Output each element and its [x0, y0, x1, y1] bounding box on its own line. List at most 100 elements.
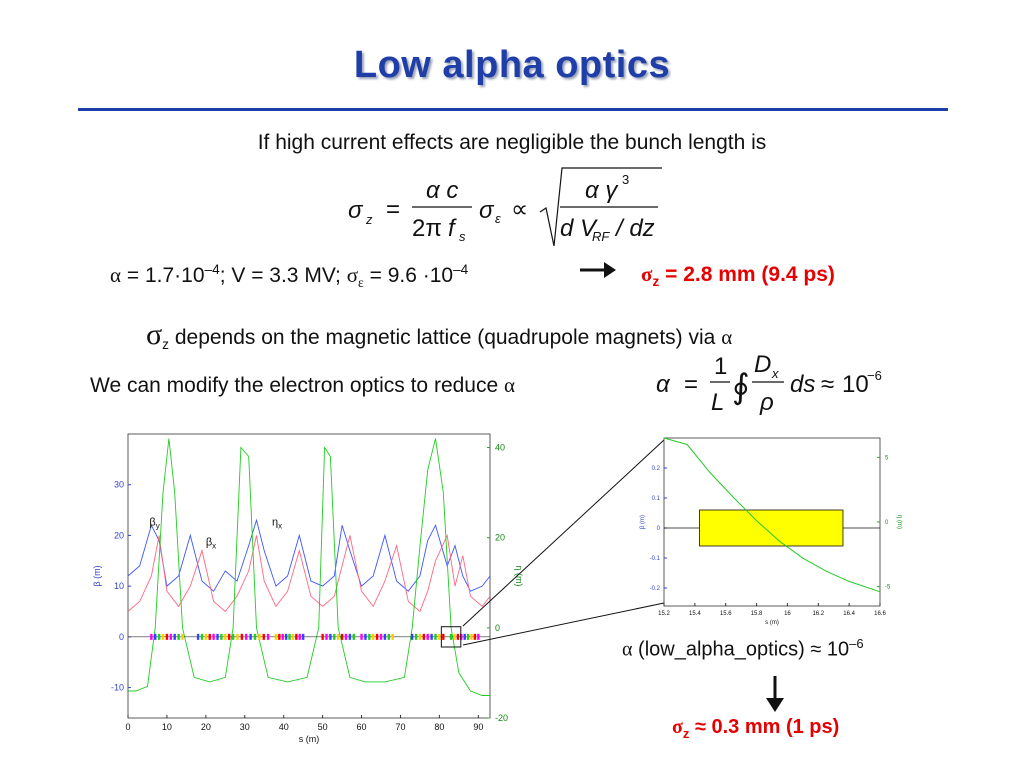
x-tick-label: 40 — [279, 722, 289, 732]
lattice-element — [375, 633, 379, 640]
lattice-element — [298, 633, 301, 640]
f2-ten: 10 — [842, 371, 869, 398]
f2-ds: ds — [790, 371, 815, 398]
f2-alpha: α — [656, 371, 671, 398]
lattice-element — [426, 633, 429, 640]
result-sub-z: z — [652, 274, 660, 290]
lattice-element — [157, 633, 161, 640]
lattice-element — [181, 633, 184, 640]
lattice-element — [173, 633, 176, 640]
formula-numerator: α c — [426, 177, 458, 204]
result-sigma: σ — [641, 262, 653, 286]
lattice-element — [204, 633, 208, 640]
formula-sub-z: z — [365, 212, 373, 227]
y2-tick-label: 0 — [885, 520, 889, 526]
curve-label-subscript: x — [278, 521, 282, 530]
zoom-region-box — [440, 626, 462, 648]
lattice-element — [161, 633, 165, 640]
x-tick-label: 16.4 — [843, 611, 855, 617]
radical-numerator: α γ — [585, 177, 619, 204]
f2-L: L — [711, 389, 724, 416]
lattice-element — [258, 633, 261, 640]
alpha-value: = 1.7·10 — [121, 264, 205, 287]
series-beta-y — [127, 518, 491, 592]
final-sub-z: z — [682, 726, 690, 741]
x-tick-label: 0 — [125, 722, 130, 732]
lattice-element — [154, 633, 157, 640]
lattice-element — [344, 633, 348, 640]
x-tick-label: 30 — [240, 722, 250, 732]
alpha-exponent: –4 — [204, 262, 220, 277]
final-sigma: σ — [672, 716, 683, 738]
x-axis-label: s (m) — [765, 620, 779, 626]
lattice-element — [410, 633, 414, 640]
y-tick-label: 10 — [114, 581, 124, 591]
lattice-element — [442, 633, 445, 640]
sigma-eps-value: = 9.6 ·10 — [363, 264, 454, 287]
lattice-element — [477, 633, 480, 640]
x-axis-label: s (m) — [299, 734, 320, 744]
lattice-element — [329, 633, 332, 640]
x-tick-label: 15.2 — [658, 611, 670, 617]
y2-axis-label: η (m) — [896, 515, 902, 529]
result-value: = 2.8 mm (9.4 ps) — [659, 263, 835, 286]
lattice-element — [463, 633, 466, 640]
x-tick-label: 15.6 — [720, 611, 732, 617]
x-tick-label: 90 — [473, 722, 483, 732]
lattice-element — [177, 633, 180, 640]
modify-text: We can modify the electron optics to red… — [90, 374, 504, 397]
low-alpha-line: α (low_alpha_optics) ≈ 10–6 — [622, 636, 864, 662]
depends-line: σz depends on the magnetic lattice (quad… — [146, 318, 732, 352]
lattice-element — [208, 633, 211, 640]
f2-sub-x: x — [771, 366, 779, 381]
y-tick-label: 20 — [114, 530, 124, 540]
low-alpha-text: (low_alpha_optics) ≈ 10 — [632, 638, 850, 661]
lattice-element — [360, 633, 363, 640]
x-tick-label: 20 — [201, 722, 211, 732]
x-tick-label: 50 — [318, 722, 328, 732]
title-divider — [78, 108, 948, 111]
lattice-element — [228, 633, 231, 640]
formula-equals: = — [386, 196, 400, 223]
lattice-element — [414, 633, 418, 640]
formula-fs: f — [448, 215, 457, 242]
lattice-element — [473, 633, 477, 640]
lattice-element — [200, 633, 204, 640]
radical-sub-rf: RF — [592, 229, 610, 244]
x-tick-label: 16 — [784, 611, 791, 617]
lattice-element — [391, 633, 394, 640]
y2-tick-label: 0 — [495, 623, 500, 633]
y-tick-label: 0.2 — [652, 466, 661, 472]
lattice-element — [301, 633, 305, 640]
momentum-compaction-formula: α = 1 L ∮ D x ρ ds ≈ 10 −6 — [656, 351, 882, 416]
y-tick-label: -0.2 — [650, 586, 661, 592]
lattice-element — [434, 633, 437, 640]
final-bunch-length: σz ≈ 0.3 mm (1 ps) — [672, 716, 839, 741]
epsilon-subscript: ε — [358, 275, 364, 291]
y-tick-label: -10 — [111, 683, 124, 693]
lattice-element — [274, 633, 278, 640]
right-arrow-icon — [580, 262, 616, 278]
lattice-element — [281, 633, 284, 640]
formula-sigma: σ — [348, 197, 364, 224]
series-eta-x — [128, 438, 490, 696]
lattice-optics-chart: 0 10 20 30 40 50 60 70 80 90 -10 0 10 20 30 -20 0 20 40 s (… — [92, 433, 524, 744]
lattice-element — [236, 633, 239, 640]
depends-alpha: α — [721, 325, 733, 349]
lattice-element — [418, 633, 422, 640]
x-tick-label: 16.2 — [812, 611, 824, 617]
curve-label: ηx — [272, 516, 282, 530]
lattice-element — [284, 633, 288, 640]
intro-text: If high current effects are negligible t… — [257, 131, 767, 154]
lattice-element — [387, 633, 390, 640]
down-arrow-icon — [766, 676, 784, 712]
lattice-element — [278, 633, 281, 640]
f2-rho: ρ — [759, 389, 774, 416]
lattice-element — [212, 633, 215, 640]
y2-tick-label: -20 — [495, 713, 508, 723]
lattice-element — [240, 633, 244, 640]
lattice-element — [321, 633, 324, 640]
parameters-line: α = 1.7·10–4; V = 3.3 MV; σε = 9.6 ·10–4 — [110, 262, 468, 291]
lattice-element — [352, 633, 355, 640]
lattice-element — [220, 633, 223, 640]
